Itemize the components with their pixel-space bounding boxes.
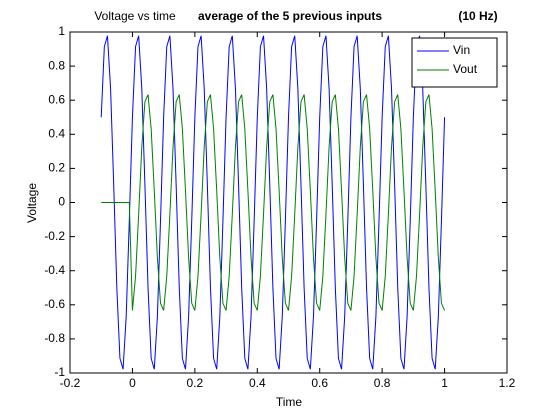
series-line <box>101 94 446 311</box>
series-line <box>100 35 446 370</box>
x-tick-label: 0 <box>129 376 136 390</box>
y-axis-label: Voltage <box>25 183 39 223</box>
x-tick-label: -0.2 <box>60 376 81 390</box>
y-tick-label: 0.8 <box>48 58 65 72</box>
x-tick-label: 0.4 <box>249 376 266 390</box>
y-tick-label: 0.2 <box>48 161 65 175</box>
y-tick-label: 1 <box>58 24 65 38</box>
y-tick-label: -0.4 <box>44 263 65 277</box>
plot-frame <box>69 31 508 374</box>
annotation: (10 Hz) <box>458 9 497 23</box>
y-tick-label: 0.6 <box>48 92 65 106</box>
x-tick-label: 0.8 <box>374 376 391 390</box>
legend-label: Vout <box>453 62 478 76</box>
legend-label: Vin <box>453 43 470 57</box>
legend-box <box>411 37 498 88</box>
y-tick-label: -0.8 <box>44 331 65 345</box>
x-tick-label: 1 <box>441 376 448 390</box>
x-tick-label: 1.2 <box>499 376 516 390</box>
y-tick-label: 0 <box>58 195 65 209</box>
y-tick-label: 0.4 <box>48 126 65 140</box>
chart-subtitle: average of the 5 previous inputs <box>198 9 382 23</box>
y-tick-label: -0.2 <box>44 229 65 243</box>
x-tick-label: 0.2 <box>187 376 204 390</box>
x-tick-label: 0.6 <box>311 376 328 390</box>
chart-title: Voltage vs time <box>94 9 176 23</box>
y-tick-label: -0.6 <box>44 297 65 311</box>
y-tick-label: -1 <box>54 365 65 379</box>
x-axis-label: Time <box>276 395 303 409</box>
